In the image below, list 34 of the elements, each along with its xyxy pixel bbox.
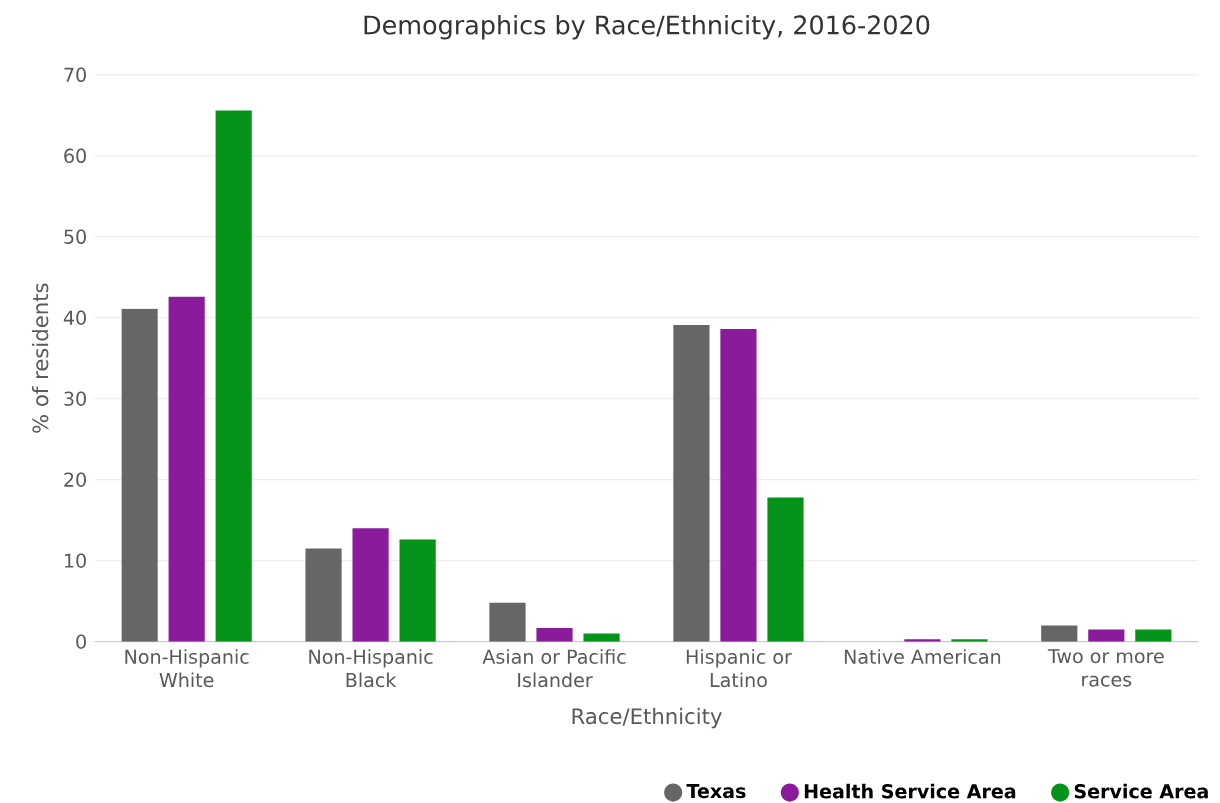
x-tick-label: Native American bbox=[844, 649, 1001, 665]
legend-label: Service Area bbox=[1074, 783, 1208, 799]
bar bbox=[305, 548, 342, 642]
bar bbox=[536, 628, 573, 642]
bar bbox=[121, 308, 158, 642]
x-tick-label: Two or more races bbox=[1047, 649, 1164, 687]
bar bbox=[1088, 629, 1125, 642]
bar bbox=[767, 497, 804, 642]
x-axis-title: Race/Ethnicity bbox=[572, 707, 722, 729]
legend-label: Texas bbox=[686, 784, 746, 799]
y-tick-label: 20 bbox=[64, 472, 86, 488]
y-tick-label: 30 bbox=[64, 391, 86, 407]
y-axis-title: % of residents bbox=[31, 283, 49, 433]
y-tick-label: 40 bbox=[63, 310, 86, 326]
y-tick-label: 0 bbox=[76, 634, 86, 650]
x-tick-label: Asian or Pacific Islander bbox=[482, 649, 626, 688]
bar bbox=[489, 602, 526, 642]
bar bbox=[399, 539, 436, 642]
x-tick-label: Non-Hispanic White bbox=[125, 649, 249, 688]
bar bbox=[1041, 625, 1078, 642]
x-tick-label: Non-Hispanic Black bbox=[309, 649, 433, 688]
y-tick-label: 70 bbox=[64, 67, 86, 83]
legend-label: Health Service Area bbox=[804, 783, 1016, 799]
chart-title: Demographics by Race/Ethnicity, 2016-2020 bbox=[364, 15, 930, 40]
y-tick-label: 60 bbox=[64, 148, 86, 164]
bar bbox=[215, 110, 252, 642]
bar bbox=[168, 296, 205, 642]
x-tick-label: Hispanic or Latino bbox=[686, 649, 792, 688]
bar bbox=[720, 329, 757, 642]
bar bbox=[673, 325, 710, 642]
bar bbox=[352, 528, 389, 642]
y-tick-label: 50 bbox=[64, 229, 86, 245]
bar bbox=[1135, 629, 1172, 642]
y-tick-label: 10 bbox=[65, 553, 86, 569]
